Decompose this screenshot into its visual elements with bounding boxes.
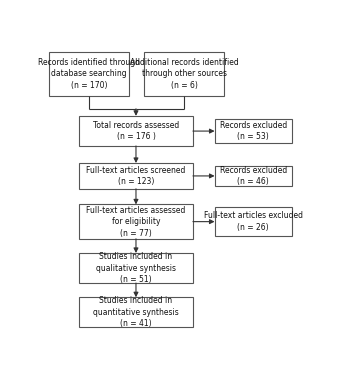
Text: Total records assessed
(n = 176 ): Total records assessed (n = 176 ) — [93, 121, 179, 141]
FancyBboxPatch shape — [215, 207, 292, 236]
FancyBboxPatch shape — [79, 297, 193, 327]
Text: Records identified through
database searching
(n = 170): Records identified through database sear… — [38, 58, 140, 90]
Text: Records excluded
(n = 46): Records excluded (n = 46) — [220, 166, 287, 186]
Text: Full-text articles screened
(n = 123): Full-text articles screened (n = 123) — [86, 166, 186, 186]
FancyBboxPatch shape — [79, 163, 193, 189]
FancyBboxPatch shape — [144, 52, 224, 96]
Text: Full-text articles excluded
(n = 26): Full-text articles excluded (n = 26) — [204, 211, 303, 232]
FancyBboxPatch shape — [79, 253, 193, 283]
Text: Additional records identified
through other sources
(n = 6): Additional records identified through ot… — [130, 58, 238, 90]
FancyBboxPatch shape — [215, 166, 292, 186]
Text: Records excluded
(n = 53): Records excluded (n = 53) — [220, 121, 287, 141]
FancyBboxPatch shape — [79, 204, 193, 239]
Text: Full-text articles assessed
for eligibility
(n = 77): Full-text articles assessed for eligibil… — [86, 206, 186, 237]
FancyBboxPatch shape — [79, 116, 193, 146]
Text: Studies included in
quantitative synthesis
(n = 41): Studies included in quantitative synthes… — [93, 296, 179, 328]
FancyBboxPatch shape — [49, 52, 129, 96]
FancyBboxPatch shape — [215, 119, 292, 143]
Text: Studies included in
qualitative synthesis
(n = 51): Studies included in qualitative synthesi… — [96, 252, 176, 284]
